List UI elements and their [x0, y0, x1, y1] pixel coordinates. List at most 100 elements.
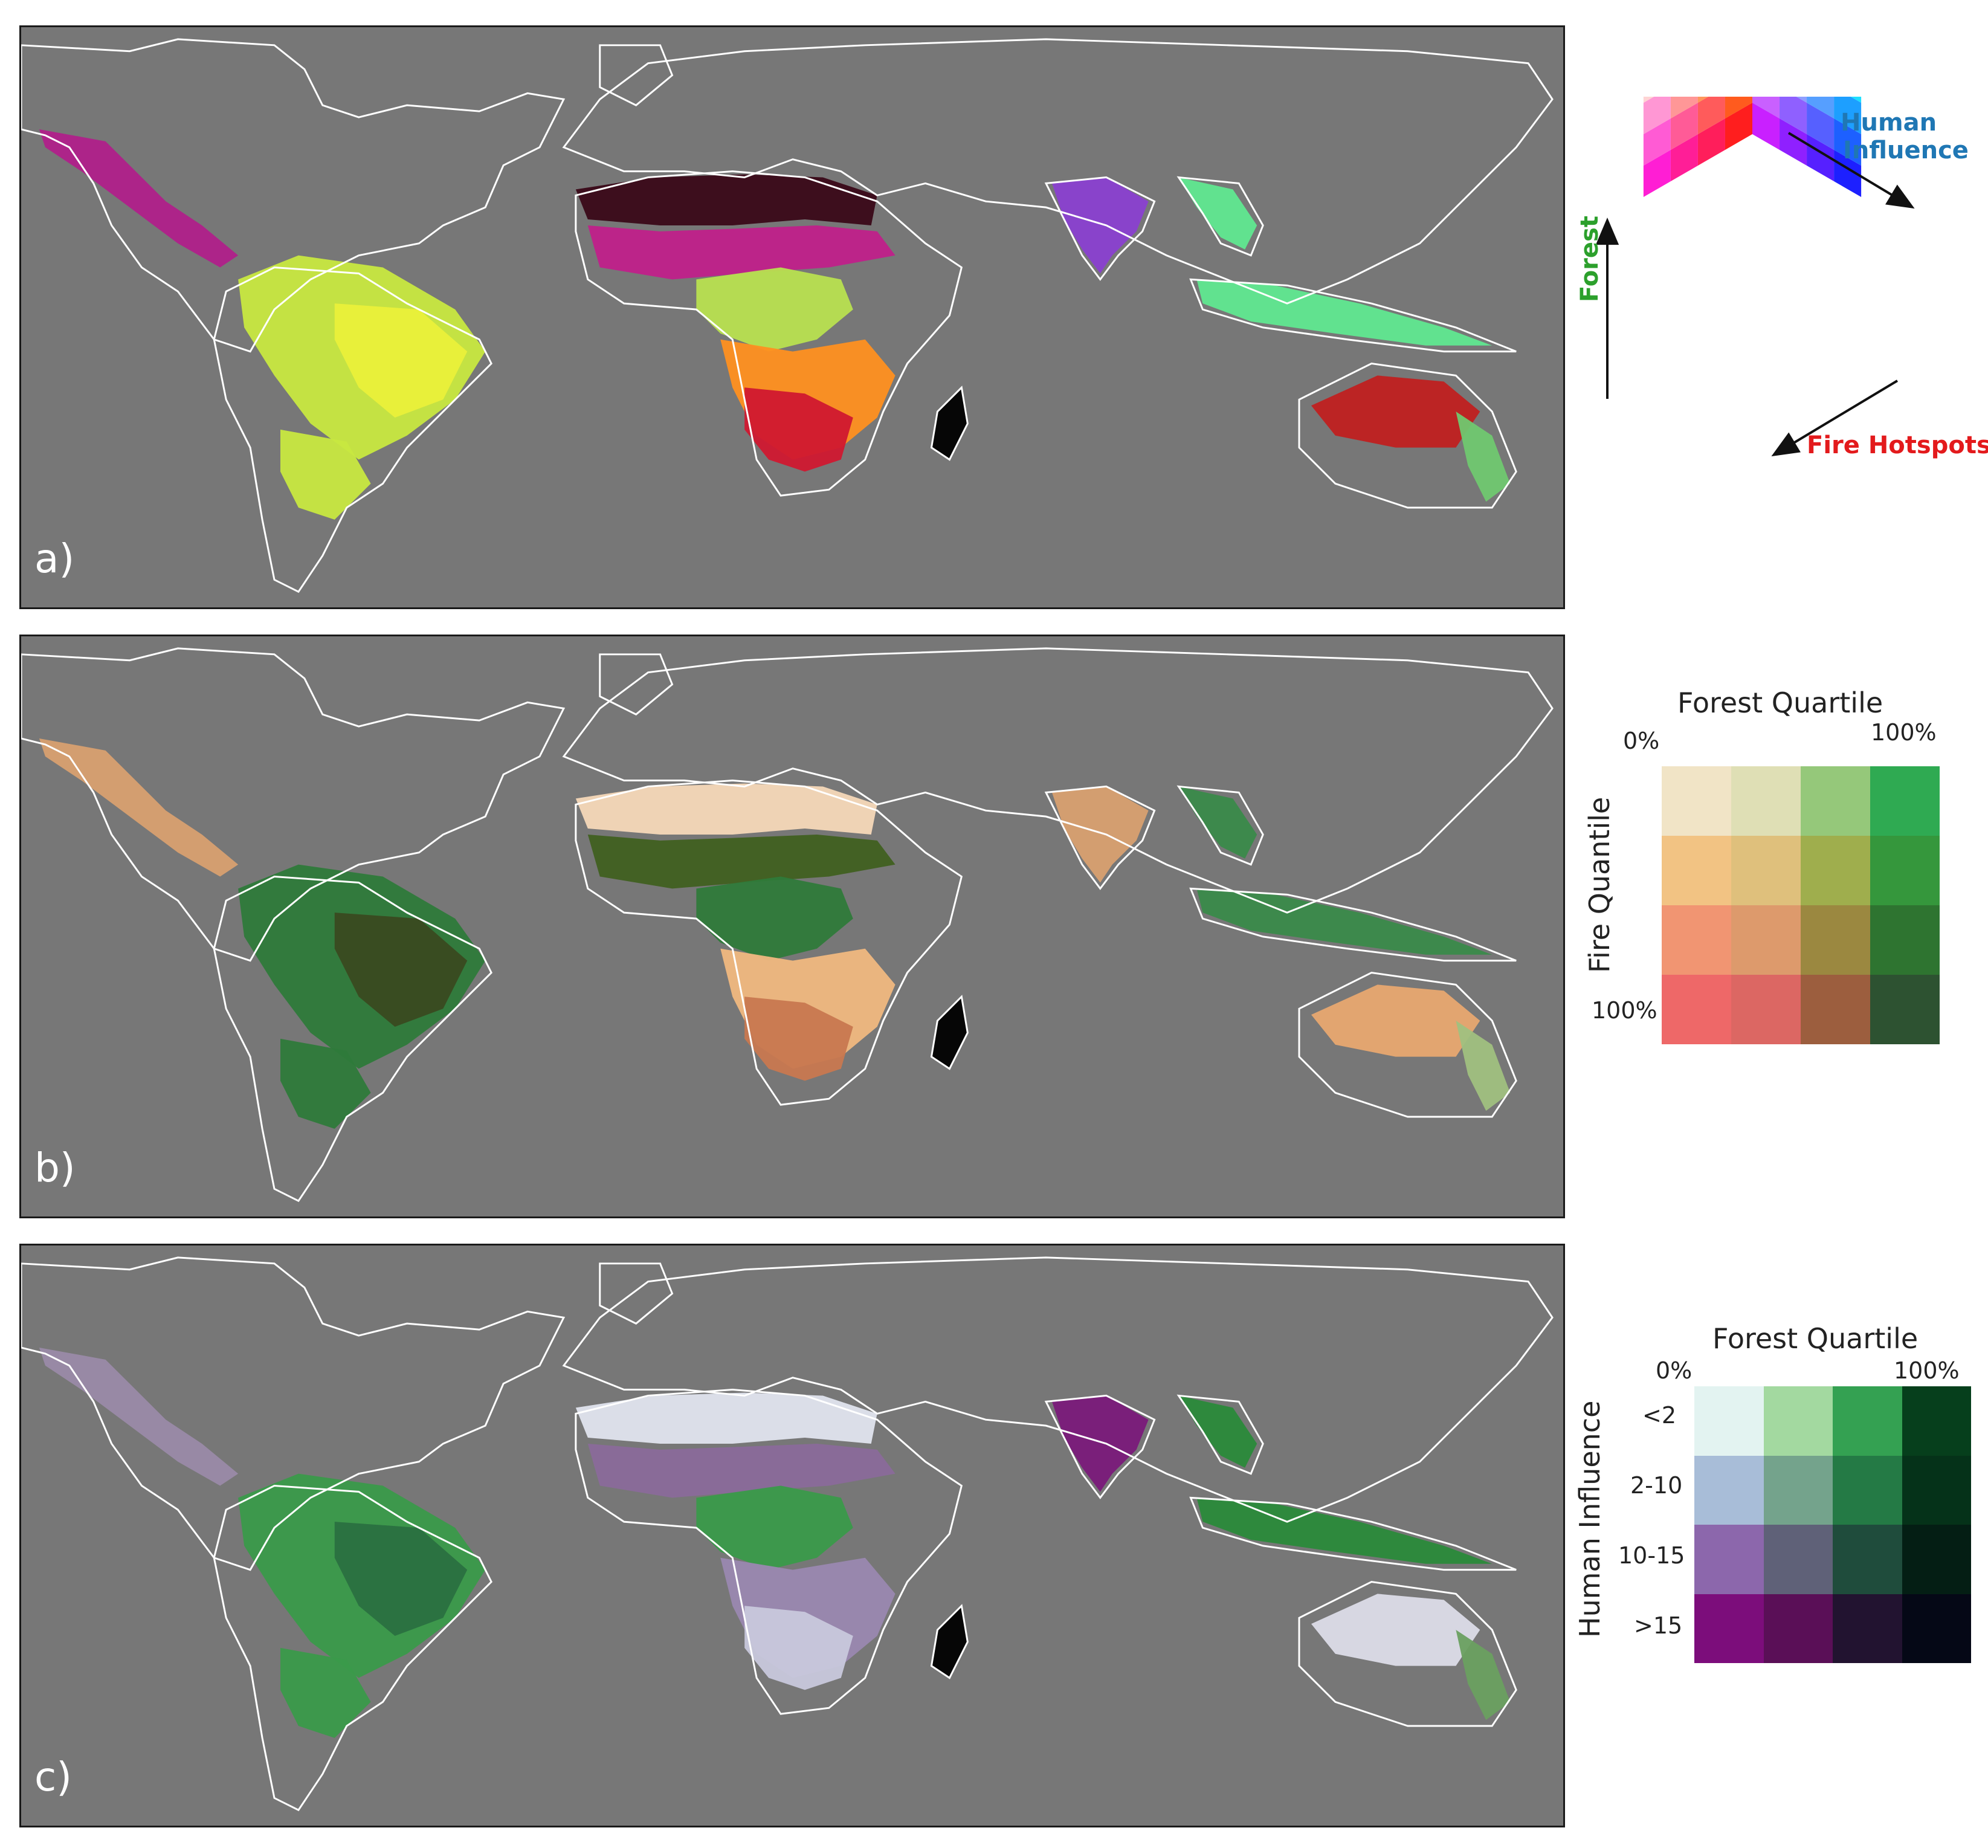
map-svg-c: [21, 1256, 1554, 1812]
coastline-africa: [575, 1389, 963, 1715]
coastline-indonesia: [1189, 278, 1517, 353]
data-patch-india: [1051, 1395, 1149, 1492]
legend-c-cell-0-3: [1902, 1386, 1971, 1456]
coastline-india: [1044, 176, 1156, 281]
data-patch-aus2: [1456, 412, 1511, 502]
data-patch-mexico: [39, 1347, 239, 1486]
coastline-south-america: [213, 1484, 492, 1812]
legend-b-ylabel: Fire Quantile: [1583, 796, 1616, 973]
cube-right-facet: [1780, 118, 1807, 166]
legend-b-cell-0-2: [1801, 766, 1870, 836]
data-patch-seasia: [1196, 279, 1493, 346]
legend-c-cell-1-3: [1902, 1455, 1971, 1525]
coastline-seasia: [1176, 176, 1264, 257]
coastline-africa: [575, 170, 963, 497]
legend-c-row-2: 10-15: [1618, 1542, 1685, 1569]
legend-b-cell-3-0: [1662, 975, 1731, 1044]
legend-b-cell-3-3: [1870, 975, 1940, 1044]
coastline-south-america: [213, 875, 492, 1203]
data-patch-seasia: [1178, 786, 1257, 859]
data-patch-amazon2: [334, 913, 468, 1027]
cube-right-facet: [1780, 87, 1807, 134]
coastline-australia: [1298, 1580, 1517, 1727]
legend-c-ylabel: Human Influence: [1573, 1400, 1606, 1638]
legend-c-row-1: 2-10: [1630, 1472, 1683, 1499]
data-patch-africa_s: [744, 387, 853, 472]
coastline-seasia: [1176, 1394, 1264, 1475]
legend-forest-label: Forest: [1576, 216, 1604, 302]
cube-right-facet: [1834, 118, 1862, 166]
data-patch-aus: [1311, 1594, 1480, 1666]
data-patch-seasia: [1196, 888, 1493, 955]
data-patch-aus2: [1456, 1630, 1511, 1720]
coastline-north-america: [21, 647, 566, 962]
coastline-seasia: [1176, 785, 1264, 866]
map-panel-b: b): [19, 635, 1565, 1218]
data-patch-seasia: [1196, 1497, 1493, 1564]
legend-human-label-line1: Human: [1841, 109, 1937, 137]
map-svg-b: [21, 647, 1554, 1203]
coastline-greenland: [599, 44, 674, 106]
legend-c-cell-3-3: [1902, 1594, 1971, 1663]
cube-left-facet: [1670, 103, 1698, 150]
legend-c-cell-2-0: [1694, 1525, 1764, 1594]
coastline-africa: [575, 780, 963, 1106]
legend-c-cell-0-2: [1833, 1386, 1902, 1456]
legend-c-cell-3-1: [1763, 1594, 1833, 1663]
data-patch-africa_s: [744, 1606, 853, 1690]
legend-b-cell-3-1: [1731, 975, 1801, 1044]
cube-left-facet: [1725, 103, 1752, 150]
cube-left-facet: [1697, 87, 1725, 134]
coastline-australia: [1298, 362, 1517, 509]
coastline-madagascar: [930, 386, 969, 461]
cube-right-facet: [1807, 103, 1835, 150]
coastline-india: [1044, 785, 1156, 890]
legend-b-xmax: 100%: [1871, 719, 1937, 746]
cube-left-facet: [1670, 134, 1698, 181]
map-svg-a: [21, 38, 1554, 593]
coastline-south-america: [213, 266, 492, 593]
data-patch-africa_c: [696, 1485, 853, 1570]
data-patch-sahel2: [587, 225, 896, 280]
legend-c-cell-3-2: [1833, 1594, 1902, 1663]
cube-right-facet: [1834, 87, 1862, 134]
legend-human-forest: Forest Quartile 0% 100% Human Influence …: [1571, 1317, 1988, 1704]
coastline-india: [1044, 1394, 1156, 1499]
cube-left-facet: [1643, 87, 1671, 134]
cube-left-facet: [1643, 150, 1671, 197]
cube-right-facet: [1807, 134, 1835, 181]
coastline-madagascar: [930, 1604, 969, 1679]
cube-left-facet: [1643, 118, 1671, 166]
data-patch-amazon: [280, 1038, 371, 1129]
legend-c-cell-0-1: [1763, 1386, 1833, 1456]
legend-c-xmin: 0%: [1656, 1357, 1693, 1384]
legend-c-row-3: >15: [1634, 1612, 1683, 1639]
coastline-indonesia: [1189, 1496, 1517, 1571]
data-patch-sahel: [575, 174, 877, 225]
data-patch-sahel2: [587, 1443, 896, 1498]
legend-b-cell-1-0: [1662, 836, 1731, 905]
legend-c-title: Forest Quartile: [1712, 1322, 1919, 1355]
cube-left-facet: [1697, 118, 1725, 166]
coastline-australia: [1298, 971, 1517, 1118]
human-influence-arrow: [1787, 132, 1911, 207]
legend-b-cell-2-0: [1662, 905, 1731, 975]
legend-b-cell-2-1: [1731, 905, 1801, 975]
map-panel-a: a): [19, 25, 1565, 609]
data-patch-africa_c: [696, 267, 853, 352]
legend-c-cell-0-0: [1694, 1386, 1764, 1456]
fire-hotspots-arrow: [1775, 380, 1899, 454]
legend-c-row-0: <2: [1642, 1402, 1677, 1429]
legend-c-cell-2-1: [1763, 1525, 1833, 1594]
map-panel-c: c): [19, 1244, 1565, 1827]
legend-b-cell-0-0: [1662, 766, 1731, 836]
data-patch-aus: [1311, 984, 1480, 1057]
legend-b-cell-0-3: [1870, 766, 1940, 836]
data-patch-amazon2: [334, 303, 468, 418]
legend-c-cell-3-0: [1694, 1594, 1764, 1663]
legend-c-xmax: 100%: [1894, 1357, 1960, 1384]
legend-color-cube: Human Influence Forest Fire Hotspots: [1571, 8, 1988, 483]
data-patch-mexico: [39, 129, 239, 268]
data-patch-seasia: [1178, 1395, 1257, 1468]
data-patch-sahel: [575, 783, 877, 835]
